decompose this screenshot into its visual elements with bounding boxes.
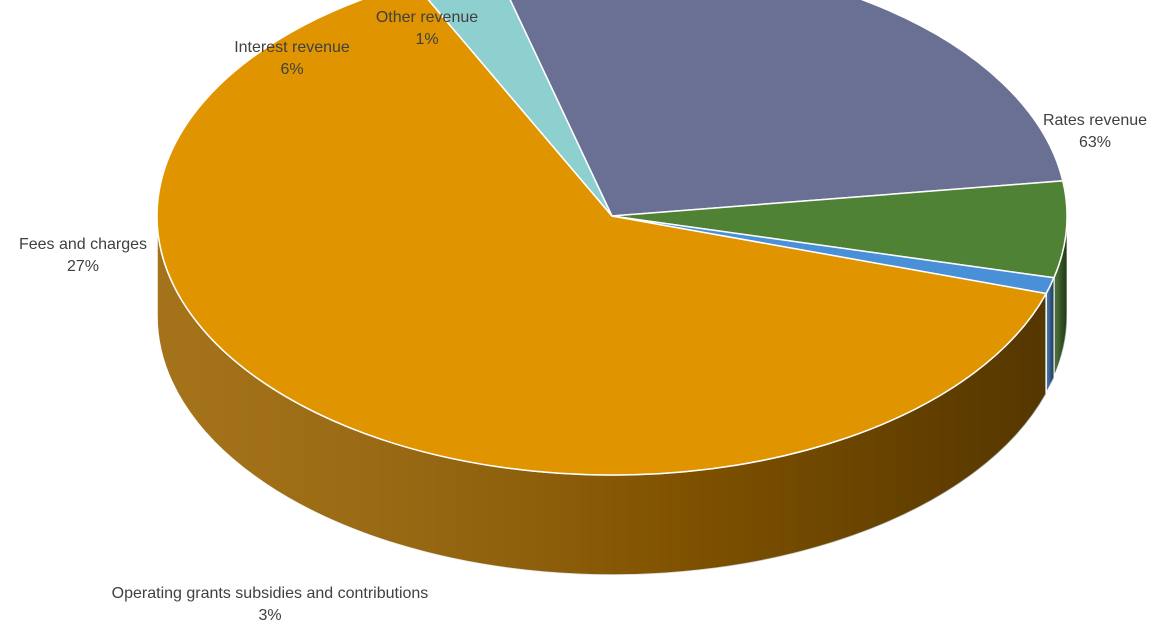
- data-label-value: 3%: [258, 607, 281, 624]
- data-label-value: 6%: [280, 61, 303, 78]
- pie-slice-rates-revenue: [156, 0, 1048, 476]
- pie-labels: Rates revenue 63% Operating grants subsidi…: [19, 9, 1147, 624]
- data-label-category: Rates revenue: [1043, 112, 1147, 129]
- pie-slice-other-revenue: [611, 215, 1055, 295]
- data-label-category: Interest revenue: [234, 39, 350, 56]
- pie-side-shade-other-revenue: [1046, 277, 1054, 394]
- pie-slice-operating-grants-subsidies-and-contributions: [427, 0, 613, 217]
- pie-sides: [156, 215, 1068, 576]
- data-label-category: Fees and charges: [19, 236, 147, 253]
- pie-side-shade-rates-revenue: [157, 216, 1047, 576]
- data-label-value: 1%: [415, 31, 438, 48]
- data-label-category: Operating grants subsidies and contribut…: [112, 585, 429, 602]
- pie-slice-interest-revenue: [611, 180, 1068, 279]
- data-label-value: 63%: [1079, 134, 1111, 151]
- data-label-rates-revenue: Rates revenue 63%: [1043, 112, 1147, 151]
- data-label-other-revenue: Other revenue 1%: [376, 9, 478, 48]
- data-label-operating-grants-subsidies-and-contributions: Operating grants subsidies and contribut…: [112, 585, 429, 624]
- data-label-value: 27%: [67, 258, 99, 275]
- data-label-category: Other revenue: [376, 9, 478, 26]
- pie-side-shade-interest-revenue: [1053, 216, 1067, 378]
- data-label-fees-and-charges: Fees and charges 27%: [19, 236, 147, 275]
- pie-slice-fees-and-charges: [509, 0, 1064, 217]
- data-label-interest-revenue: Interest revenue 6%: [234, 39, 350, 78]
- pie-tops: [156, 0, 1068, 476]
